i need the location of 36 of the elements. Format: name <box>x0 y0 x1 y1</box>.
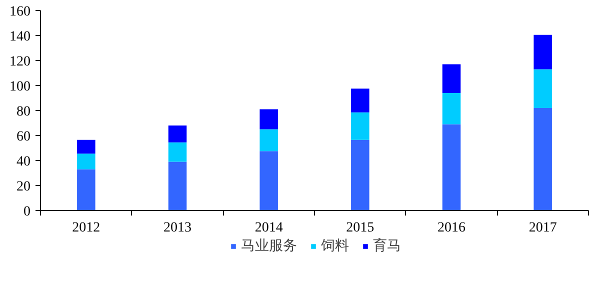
x-tick-label: 2016 <box>438 220 466 236</box>
bar <box>260 151 278 210</box>
x-tick-label: 2013 <box>164 220 192 236</box>
bar <box>77 169 96 210</box>
bar <box>77 140 96 154</box>
x-tick-label: 2017 <box>528 220 557 236</box>
legend-label: 育马 <box>373 237 401 255</box>
y-tick-label: 60 <box>16 130 30 144</box>
y-tick-label: 100 <box>10 80 30 94</box>
bar <box>260 129 278 152</box>
y-tick-label: 140 <box>10 30 30 44</box>
bar <box>351 88 370 112</box>
bar <box>534 108 552 210</box>
bar <box>442 124 461 210</box>
x-tick-label: 2015 <box>346 220 374 236</box>
bar <box>534 69 552 108</box>
y-tick-label: 20 <box>16 180 30 194</box>
bar <box>168 162 187 210</box>
bar <box>351 140 370 210</box>
y-tick-label: 40 <box>16 154 30 170</box>
bar <box>168 126 187 142</box>
x-tick-label: 2012 <box>72 220 100 236</box>
bar <box>260 109 278 130</box>
y-tick-label: 120 <box>10 54 30 70</box>
y-tick-label: 80 <box>16 104 30 120</box>
y-tick-label: 0 <box>24 204 30 220</box>
legend-label: 马业服务 <box>241 237 297 255</box>
bar <box>534 34 552 70</box>
legend-label: 饲料 <box>321 237 349 255</box>
x-tick-label: 2014 <box>254 220 283 236</box>
bar <box>442 64 461 93</box>
y-tick-label: 160 <box>10 4 30 20</box>
bar <box>351 112 370 140</box>
bar <box>77 154 96 170</box>
bar <box>442 93 461 124</box>
bar <box>168 142 187 162</box>
